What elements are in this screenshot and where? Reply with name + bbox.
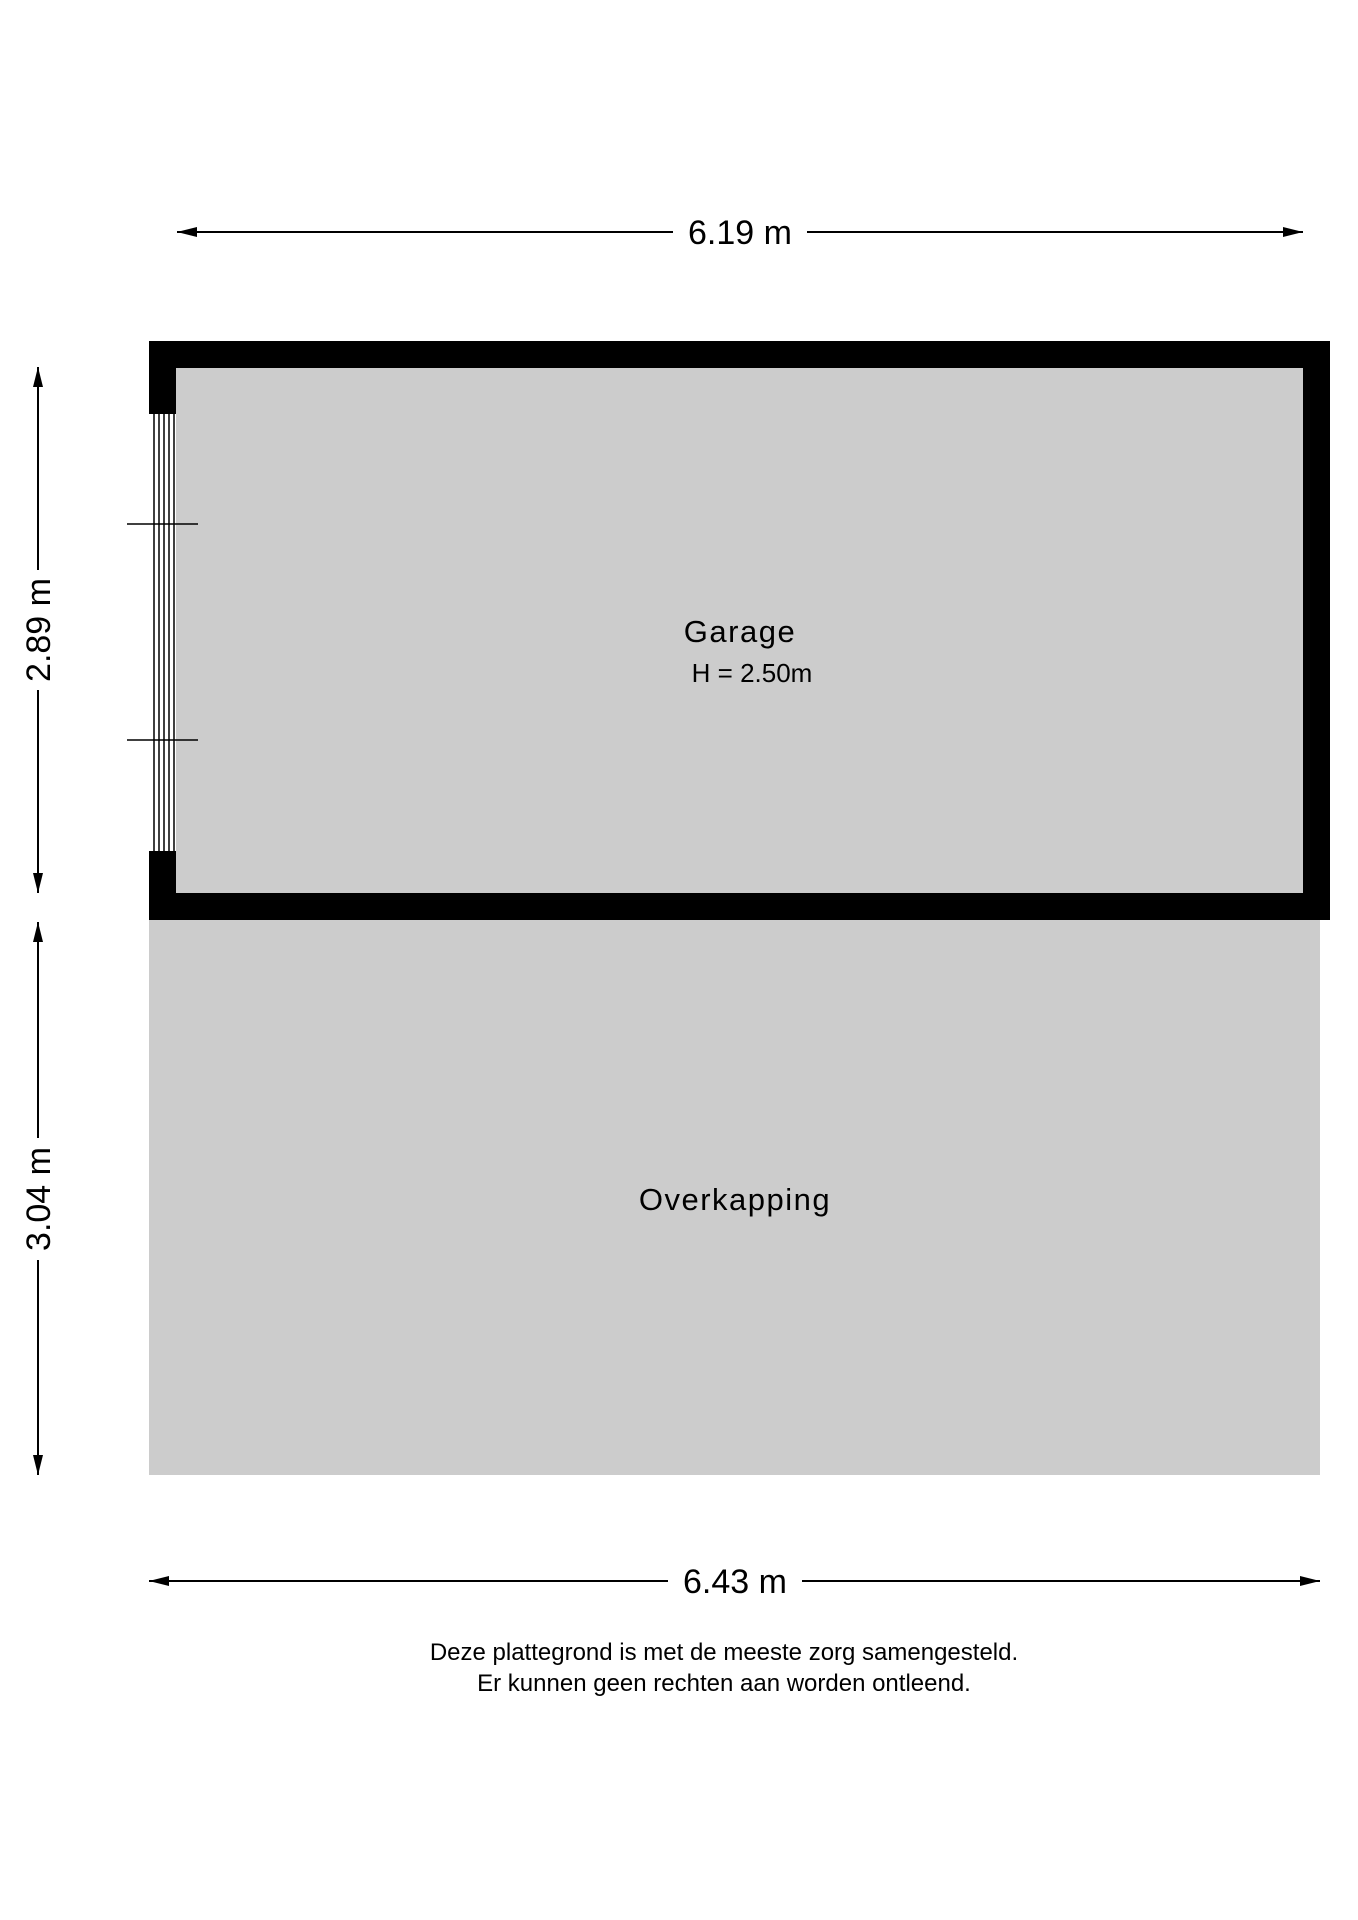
dimension-bottom-label: 6.43 m: [683, 1563, 787, 1601]
dimension-overkapping-depth-label: 3.04 m: [20, 1147, 58, 1251]
room-height-garage: H = 2.50m: [692, 658, 813, 688]
dimension-top-label: 6.19 m: [688, 214, 792, 252]
disclaimer-line-1: Deze plattegrond is met de meeste zorg s…: [430, 1639, 1018, 1666]
dimension-bottom: 6.43 m: [149, 1563, 1320, 1601]
dimension-garage-depth-label: 2.89 m: [20, 578, 58, 682]
room-label-garage: Garage: [684, 614, 796, 649]
dimension-garage-depth: 2.89 m: [20, 367, 58, 893]
room-label-overkapping: Overkapping: [639, 1182, 831, 1217]
dimension-overkapping-depth: 3.04 m: [20, 922, 58, 1475]
garage-door: [127, 414, 198, 851]
garage-floor: [149, 341, 1330, 920]
overkapping-floor: [149, 920, 1320, 1475]
garage-walls: [149, 341, 1330, 920]
dimension-top: 6.19 m: [177, 214, 1303, 252]
disclaimer-line-2: Er kunnen geen rechten aan worden ontlee…: [477, 1670, 971, 1697]
